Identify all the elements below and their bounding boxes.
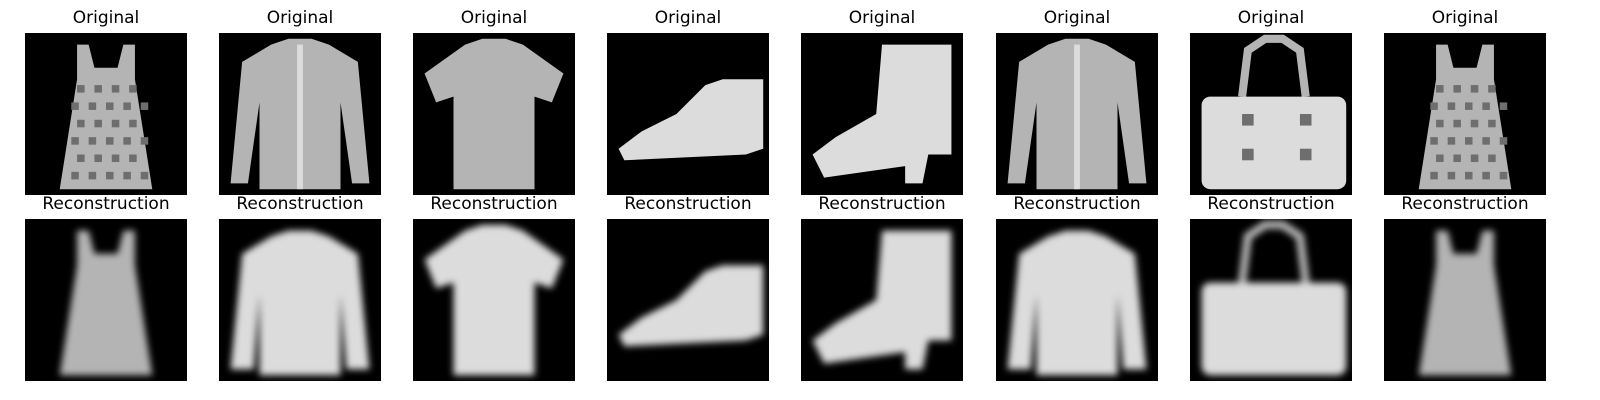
- panel-title: Original: [1431, 8, 1499, 28]
- panel-title: Reconstruction: [1207, 194, 1335, 214]
- panel-title: Original: [460, 8, 528, 28]
- shirt-icon: [996, 33, 1158, 195]
- panel-title: Original: [848, 8, 916, 28]
- panel-title: Reconstruction: [236, 194, 364, 214]
- panel-title: Reconstruction: [624, 194, 752, 214]
- dress-icon: [1384, 219, 1546, 381]
- panel-title: Original: [266, 8, 334, 28]
- panel-title: Reconstruction: [430, 194, 558, 214]
- bag-icon: [1190, 219, 1352, 381]
- panel-title: Original: [654, 8, 722, 28]
- tshirt-icon: [413, 219, 575, 381]
- panel-title: Reconstruction: [42, 194, 170, 214]
- panel-title: Original: [72, 8, 140, 28]
- boot-icon: [801, 219, 963, 381]
- shirt-icon: [219, 33, 381, 195]
- bag-icon: [1190, 33, 1352, 195]
- sneaker-icon: [607, 219, 769, 381]
- dress-icon: [25, 219, 187, 381]
- panel-title: Original: [1043, 8, 1111, 28]
- pullover-icon: [219, 219, 381, 381]
- panel-title: Original: [1237, 8, 1305, 28]
- pullover-icon: [996, 219, 1158, 381]
- tshirt-icon: [413, 33, 575, 195]
- panel-title: Reconstruction: [1401, 194, 1529, 214]
- boot-icon: [801, 33, 963, 195]
- sneaker-icon: [607, 33, 769, 195]
- dress-icon: [1384, 33, 1546, 195]
- panel-title: Reconstruction: [1013, 194, 1141, 214]
- panel-title: Reconstruction: [818, 194, 946, 214]
- dress-icon: [25, 33, 187, 195]
